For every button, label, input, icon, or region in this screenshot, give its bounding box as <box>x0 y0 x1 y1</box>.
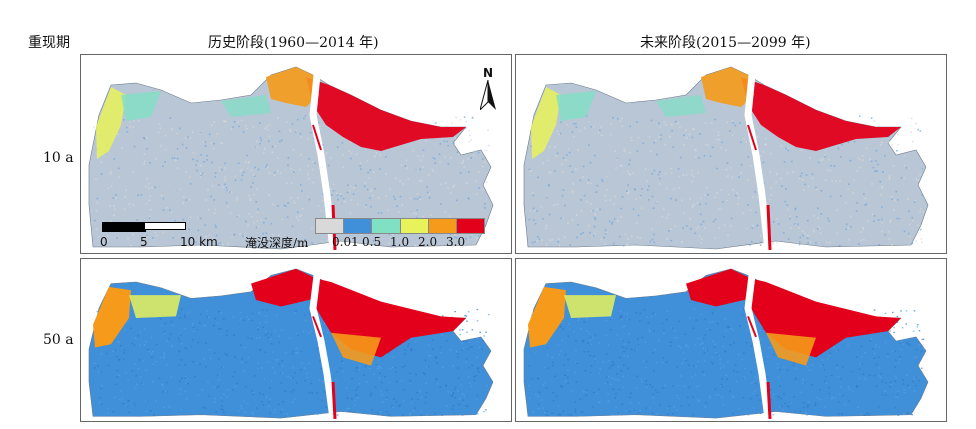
legend-tick-2: 1.0 <box>390 235 410 249</box>
map-svg-hist-50a <box>88 268 494 420</box>
map-panel-future-50a <box>515 258 947 422</box>
legend-tick-3: 2.0 <box>418 235 438 249</box>
scale-tick-0: 0 <box>100 235 108 249</box>
historical-column-title: 历史阶段(1960—2014 年) <box>208 35 379 51</box>
legend-swatch-2 <box>371 219 400 233</box>
legend-swatch-4 <box>427 219 456 233</box>
future-column-title: 未来阶段(2015—2099 年) <box>640 35 811 51</box>
scale-tick-5: 5 <box>140 235 148 249</box>
legend: 淹没深度/m 0.01 0.5 1.0 2.0 3.0 <box>240 218 500 252</box>
legend-swatch-1 <box>343 219 372 233</box>
map-svg-hist-10a <box>88 66 494 251</box>
map-svg-future-10a <box>523 66 929 251</box>
legend-swatch-5 <box>455 219 485 233</box>
legend-tick-0: 0.01 <box>332 235 359 249</box>
legend-swatch-3 <box>399 219 428 233</box>
legend-title: 淹没深度/m <box>245 236 309 250</box>
map-panel-historical-50a <box>80 258 512 422</box>
north-arrow-icon <box>479 79 496 112</box>
map-svg-future-50a <box>523 268 929 420</box>
legend-swatch-0 <box>316 219 344 233</box>
legend-swatches <box>315 218 485 234</box>
return-period-label: 重现期 <box>28 35 70 51</box>
scale-bar: 0 5 10 km <box>100 222 232 252</box>
north-arrow: N <box>479 66 496 113</box>
row-label-10a: 10 a <box>43 150 74 166</box>
legend-tick-4: 3.0 <box>446 235 466 249</box>
north-arrow-label: N <box>482 66 494 80</box>
scale-bar-white-segment <box>144 222 186 230</box>
legend-tick-1: 0.5 <box>362 235 382 249</box>
row-label-50a: 50 a <box>43 332 74 348</box>
map-panel-future-10a <box>515 54 947 254</box>
scale-tick-10: 10 km <box>180 235 218 249</box>
scale-bar-black-segment <box>102 222 146 232</box>
map-panel-historical-10a <box>80 54 512 254</box>
